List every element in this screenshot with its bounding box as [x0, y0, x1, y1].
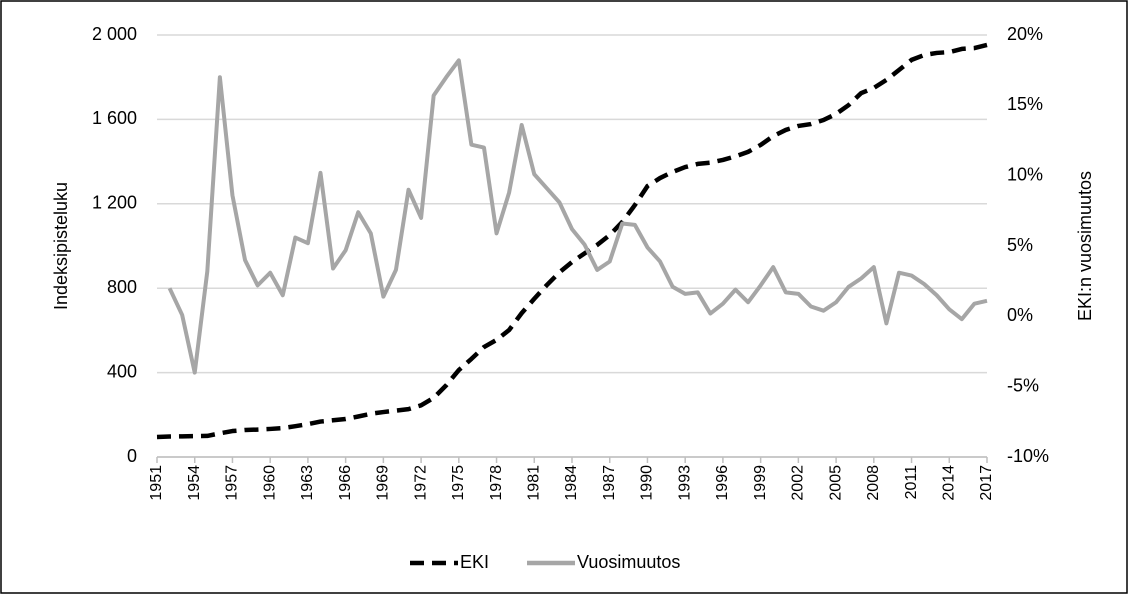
y2-tick-label: 0% — [1007, 305, 1033, 325]
x-tick-label: 1960 — [261, 465, 278, 501]
x-tick-label: 1951 — [148, 465, 165, 501]
x-tick-label: 1996 — [714, 465, 731, 501]
x-tick-label: 2017 — [978, 465, 995, 501]
series-line — [167, 58, 988, 375]
x-tick-label: 2011 — [903, 465, 920, 500]
x-tick-label: 2008 — [865, 465, 882, 501]
x-tick-label: 2014 — [940, 465, 957, 501]
x-tick-label: 1978 — [488, 465, 505, 501]
series-line — [156, 42, 988, 440]
y2-tick-label: 20% — [1007, 24, 1043, 44]
x-tick-label: 1957 — [224, 465, 241, 501]
y2-tick-label: -10% — [1007, 446, 1049, 466]
y-tick-label: 800 — [107, 277, 137, 297]
x-tick-label: 1984 — [563, 465, 580, 501]
y-tick-label: 1 600 — [92, 108, 137, 128]
y2-tick-label: 15% — [1007, 94, 1043, 114]
y2-tick-label: 10% — [1007, 164, 1043, 184]
y2-tick-label: -5% — [1007, 375, 1039, 395]
legend-label: EKI — [460, 552, 489, 572]
x-tick-label: 1975 — [450, 465, 467, 501]
y-tick-label: 2 000 — [92, 24, 137, 44]
y-tick-label: 1 200 — [92, 193, 137, 213]
x-tick-label: 1963 — [299, 465, 316, 501]
y-axis-title: Indeksipisteluku — [51, 182, 71, 310]
x-tick-label: 1966 — [337, 465, 354, 501]
x-tick-label: 1981 — [525, 465, 542, 501]
x-tick-label: 2002 — [790, 465, 807, 501]
x-tick-label: 1993 — [676, 465, 693, 501]
y2-tick-label: 5% — [1007, 235, 1033, 255]
x-tick-label: 1972 — [412, 465, 429, 501]
y-tick-label: 0 — [127, 446, 137, 466]
y-tick-label: 400 — [107, 361, 137, 381]
x-tick-label: 1999 — [752, 465, 769, 501]
legend-label: Vuosimuutos — [577, 552, 680, 572]
x-tick-label: 1969 — [375, 465, 392, 501]
x-tick-label: 1954 — [186, 465, 203, 501]
x-tick-label: 2005 — [827, 465, 844, 501]
x-tick-label: 1987 — [601, 465, 618, 501]
y2-axis-title: EKI:n vuosimuutos — [1075, 171, 1095, 321]
x-tick-label: 1990 — [639, 465, 656, 501]
